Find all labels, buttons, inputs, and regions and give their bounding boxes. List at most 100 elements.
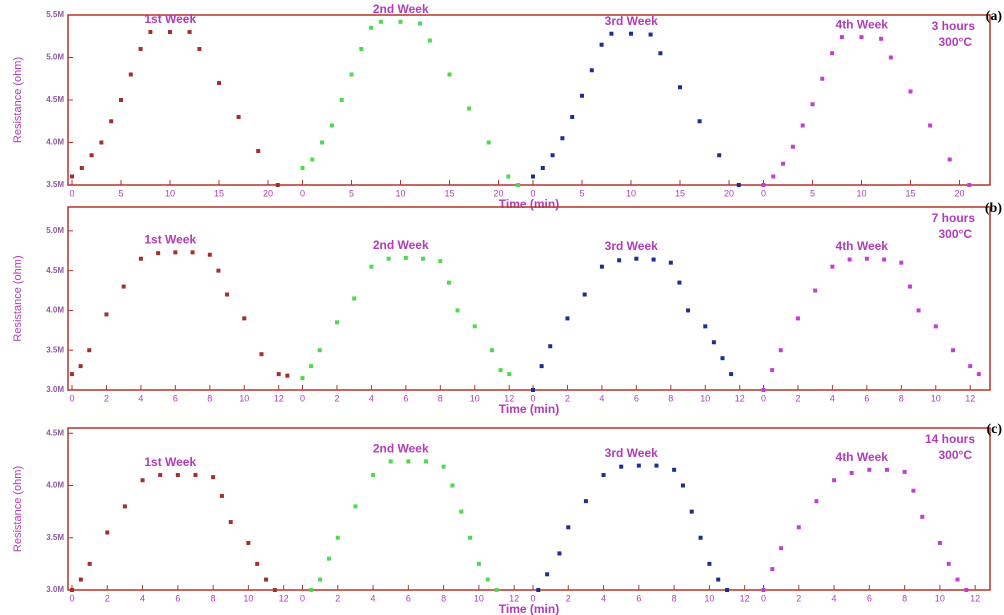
x-tick-label: 15 [214, 188, 224, 198]
x-tick-label: 12 [735, 393, 745, 403]
x-tick-label: 8 [899, 393, 904, 403]
data-point [781, 161, 786, 166]
duration-note: 14 hours [925, 432, 975, 446]
x-tick-label: 10 [165, 188, 175, 198]
data-point [309, 588, 314, 592]
data-point [138, 256, 143, 261]
x-tick-label: 0 [300, 188, 305, 198]
data-point [406, 459, 411, 464]
data-point [168, 30, 172, 34]
y-tick-label: 4.0M [46, 481, 64, 490]
data-point [105, 530, 110, 535]
data-point [583, 499, 588, 504]
data-point [441, 464, 446, 469]
data-point [770, 567, 775, 572]
x-tick-label: 2 [334, 393, 339, 403]
x-tick-label: 2 [565, 393, 570, 403]
x-tick-label: 6 [403, 393, 408, 403]
data-point [796, 525, 801, 530]
data-point [771, 174, 776, 179]
x-tick-label: 12 [965, 393, 975, 403]
data-point [933, 324, 938, 329]
x-tick-label: 5 [810, 188, 815, 198]
data-point [658, 51, 663, 56]
data-point [849, 470, 854, 475]
data-point [651, 257, 656, 262]
x-tick-label: 4 [138, 393, 143, 403]
x-tick-label: 5 [118, 188, 123, 198]
x-tick-label: 0 [530, 188, 535, 198]
x-tick-label: 0 [69, 393, 74, 403]
y-tick-label: 5.0M [46, 53, 64, 62]
x-tick-label: 0 [530, 593, 535, 603]
data-point [920, 514, 925, 519]
y-axis-label: Resistance (ohm) [12, 466, 24, 552]
data-point [138, 47, 143, 51]
temperature-note: 300°C [939, 35, 973, 49]
x-tick-label: 6 [634, 393, 639, 403]
data-point [899, 260, 904, 265]
data-point [550, 153, 555, 158]
series-label: 4th Week [836, 450, 889, 464]
data-point [109, 119, 114, 124]
data-point [128, 72, 133, 77]
panel-label: (b) [985, 201, 1002, 216]
data-point [317, 348, 322, 353]
x-tick-label: 8 [207, 393, 212, 403]
data-point [211, 475, 216, 480]
data-point [566, 525, 571, 530]
y-tick-label: 3.5M [46, 533, 64, 542]
data-point [729, 372, 734, 377]
data-point [173, 250, 178, 255]
x-tick-label: 8 [668, 393, 673, 403]
data-point [70, 372, 74, 377]
data-point [193, 473, 198, 478]
data-point [814, 499, 819, 504]
data-point [761, 588, 766, 592]
data-point [369, 25, 374, 30]
x-tick-label: 6 [864, 393, 869, 403]
plot-frame [67, 206, 991, 391]
data-point [352, 296, 357, 301]
x-tick-label: 12 [279, 593, 289, 603]
data-point [378, 19, 383, 24]
plot-frame [67, 14, 991, 186]
data-point [830, 51, 835, 56]
data-point [339, 98, 344, 102]
x-tick-label: 0 [761, 593, 766, 603]
data-point [531, 388, 535, 392]
data-point [423, 459, 428, 464]
data-point [761, 388, 766, 392]
data-point [847, 257, 852, 262]
x-axis-label: Time (min) [499, 602, 559, 615]
data-point [310, 157, 315, 162]
data-point [928, 123, 933, 128]
data-point [668, 260, 673, 265]
data-point [813, 288, 818, 293]
series-label: 4th Week [836, 17, 889, 31]
data-point [677, 280, 682, 285]
data-point [810, 102, 815, 107]
data-point [536, 588, 541, 592]
series-label: 3rd Week [605, 239, 658, 253]
data-point [219, 493, 224, 498]
data-point [725, 588, 730, 592]
data-point [242, 316, 247, 321]
data-point [486, 140, 491, 145]
data-point [256, 149, 261, 153]
data-point [398, 19, 403, 24]
x-axis-label: Time (min) [499, 402, 559, 416]
data-point [388, 459, 393, 464]
data-point [955, 577, 960, 582]
data-point [359, 47, 364, 51]
x-tick-label: 0 [761, 393, 766, 403]
x-tick-label: 4 [140, 593, 145, 603]
data-point [329, 123, 334, 128]
data-point [494, 588, 499, 592]
x-tick-label: 10 [243, 593, 253, 603]
data-point [589, 68, 594, 73]
y-tick-label: 3.5M [46, 180, 64, 189]
data-point [216, 268, 221, 273]
data-point [87, 561, 92, 566]
data-point [217, 81, 221, 85]
